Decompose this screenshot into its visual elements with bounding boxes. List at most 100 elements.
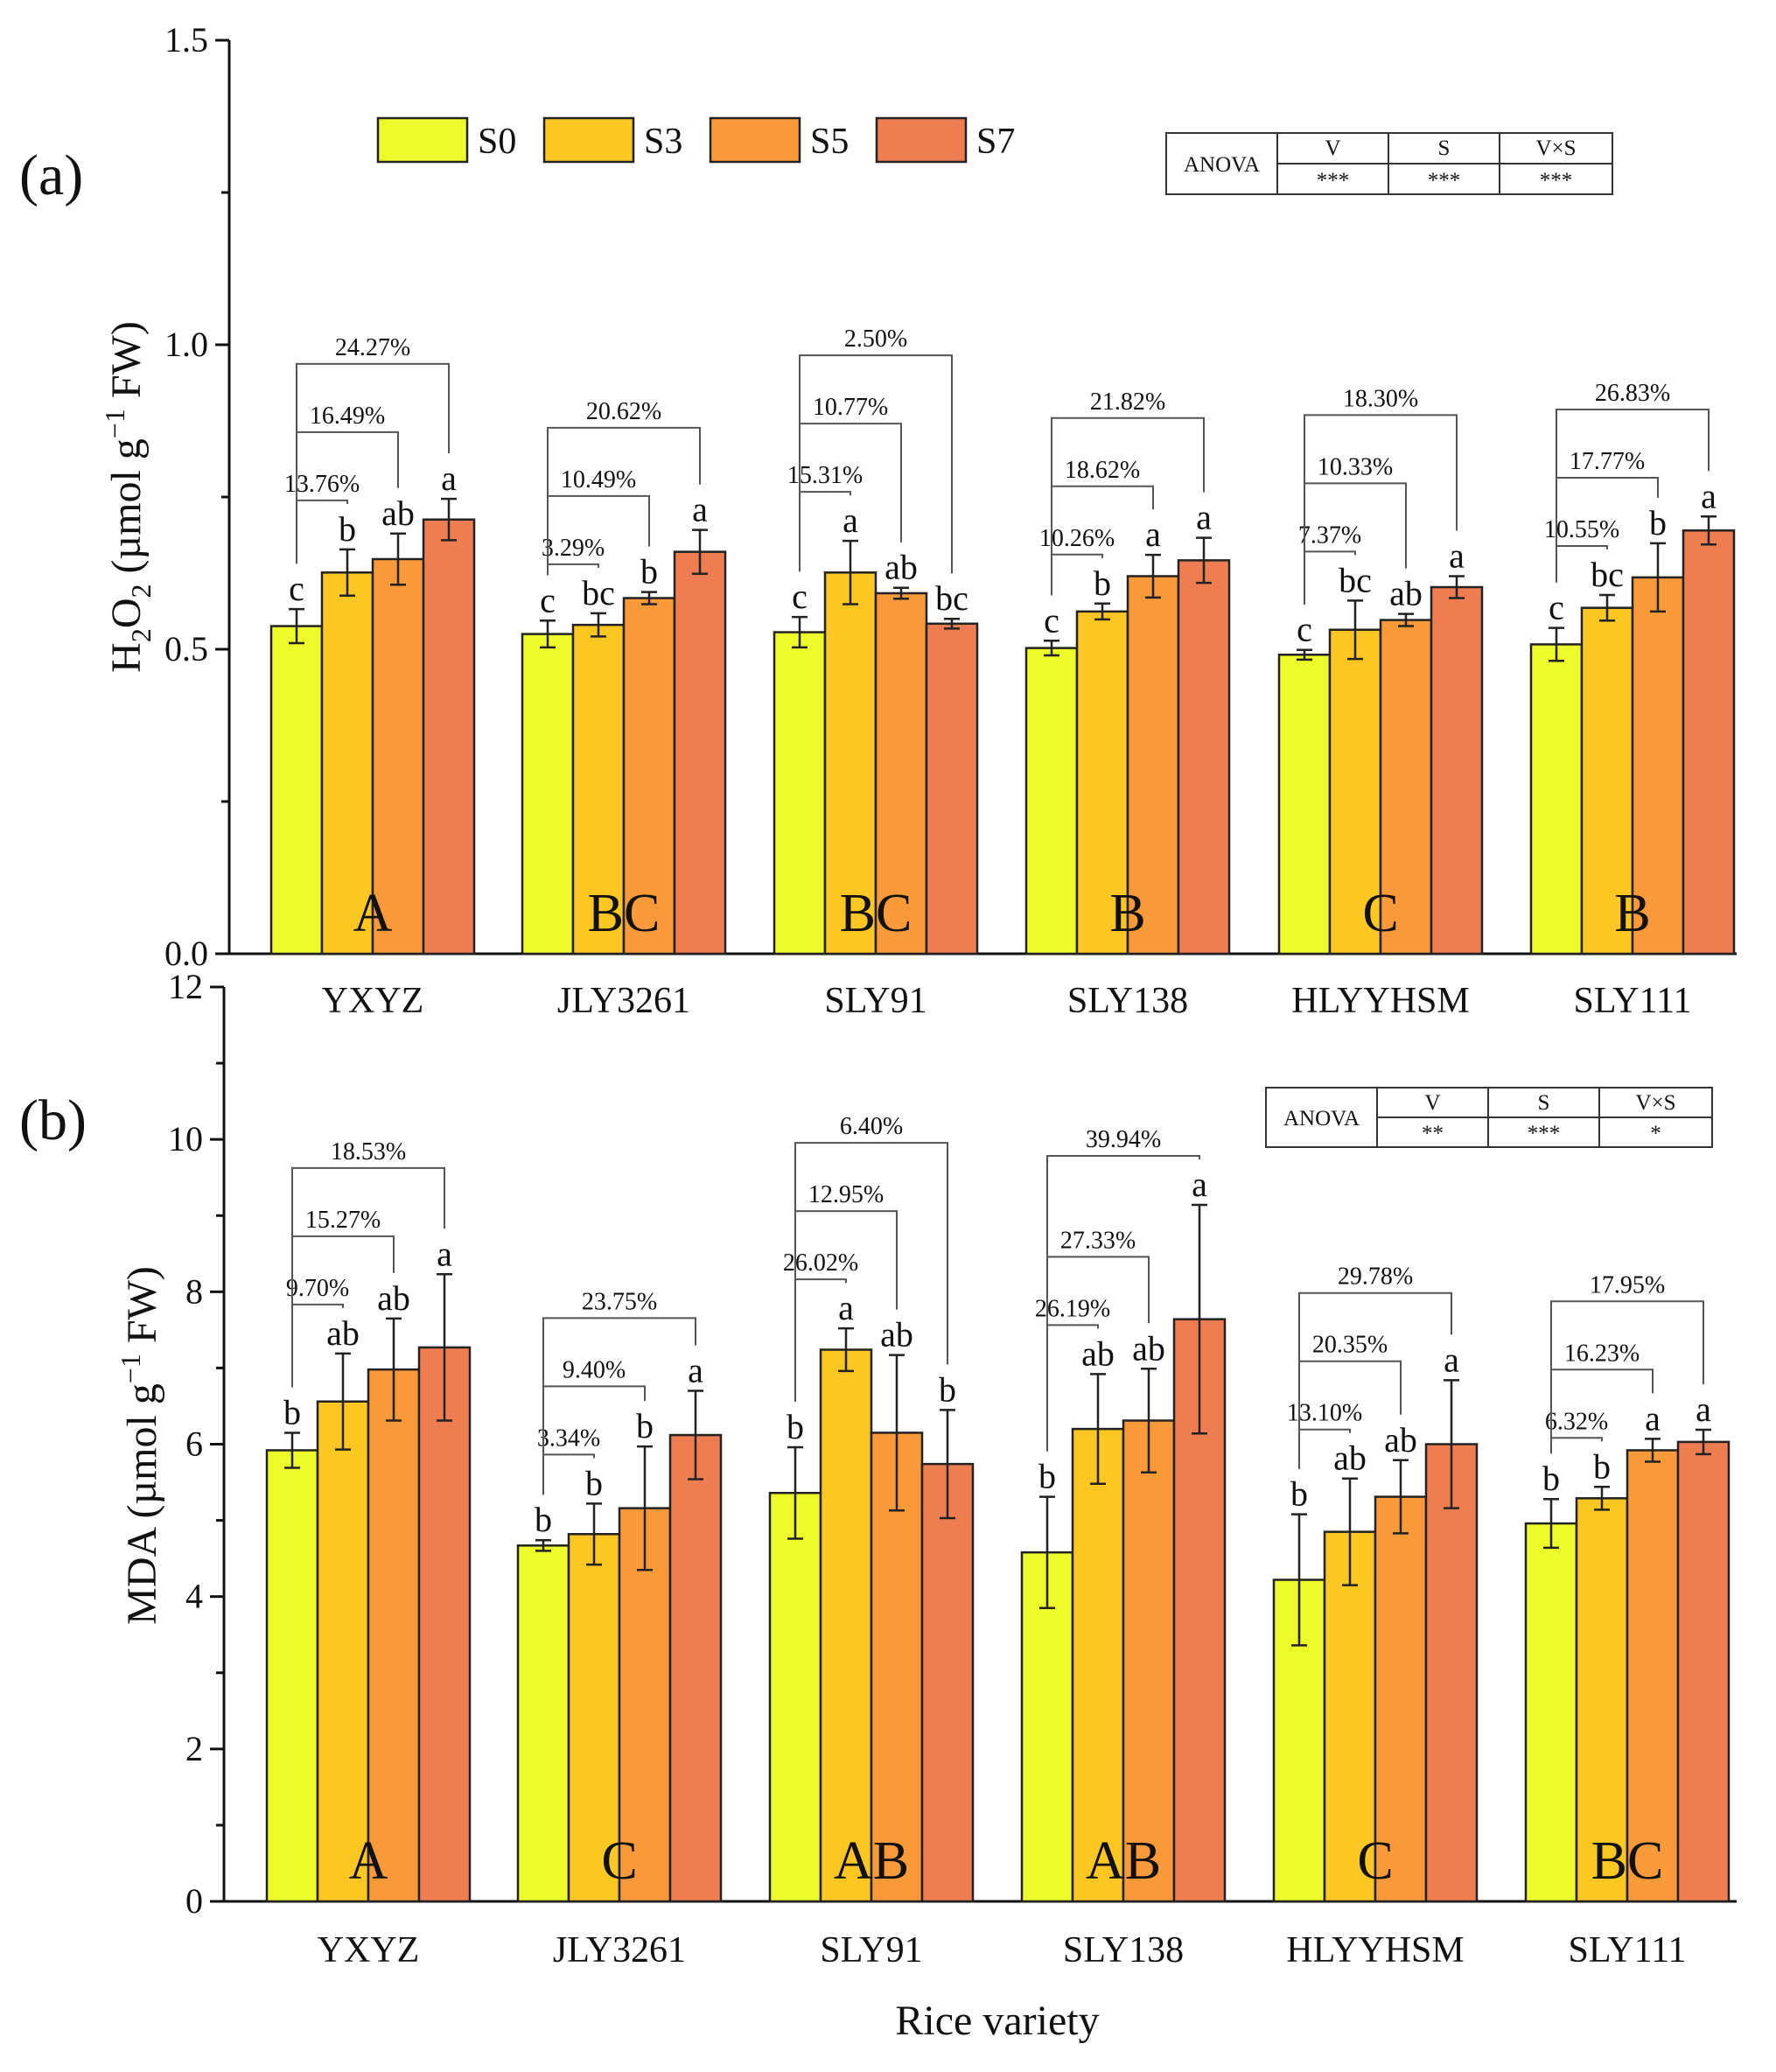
percent-label: 18.53%	[331, 1138, 406, 1166]
bar-S7-SLY111	[1676, 1440, 1731, 1903]
bar-S3-SLY91	[819, 1348, 873, 1903]
significance-letter: a	[1696, 1390, 1711, 1429]
legend-swatch-S3	[542, 116, 635, 164]
comparison-bracket	[291, 1166, 445, 1388]
percent-label: 7.37%	[1298, 522, 1361, 549]
comparison-bracket	[799, 354, 953, 574]
percent-label: 16.49%	[310, 402, 385, 430]
bar-S3-SLY138	[1075, 610, 1129, 956]
significance-letter: a	[1449, 536, 1465, 575]
percent-label: 13.76%	[284, 471, 360, 498]
bar-S7-SLY91	[925, 622, 979, 956]
anova-value: ***	[1540, 169, 1573, 192]
bar-S7-HLYYHSM	[1430, 585, 1484, 956]
panel-a: (a) H2O2 (µmol g−1 FW) 0.00.51.01.5cb aba…	[19, 20, 1737, 1021]
bar-S5-HLYYHSM	[1374, 1495, 1428, 1903]
legend-label-S3: S3	[644, 122, 682, 162]
significance-letter: b	[535, 1500, 552, 1539]
x-tick-label: HLYYHSM	[1291, 981, 1469, 1021]
group-letter: C	[1357, 1831, 1393, 1891]
percent-label: 23.75%	[582, 1288, 657, 1315]
anova-header: S	[1438, 136, 1451, 160]
anova-table-b: ANOVA V ** S *** V×S *	[1265, 1087, 1713, 1148]
bar-S7-SLY138	[1177, 559, 1231, 956]
percent-label: 17.95%	[1590, 1271, 1665, 1298]
legend-label-S5: S5	[810, 122, 849, 162]
comparison-bracket	[1298, 1292, 1452, 1469]
significance-letter: a	[688, 1351, 703, 1390]
bar-S0-SLY138	[1024, 647, 1079, 956]
plot-area-b: 024681012bababaAYXYZ9.70%15.27%18.53%bbb…	[168, 967, 1731, 1970]
comparison-bracket	[794, 1142, 948, 1402]
significance-letter: c	[1549, 588, 1564, 627]
significance-letter: ab	[1389, 574, 1423, 613]
anova-header: S	[1538, 1091, 1550, 1115]
significance-letter: a	[1701, 476, 1717, 515]
bar-S3-SLY138	[1071, 1427, 1125, 1903]
group-letter: BC	[1591, 1831, 1664, 1891]
significance-letter: b	[636, 1406, 654, 1446]
percent-label: 13.10%	[1287, 1400, 1362, 1427]
percent-label: 10.77%	[813, 394, 888, 421]
significance-letter: c	[289, 569, 304, 608]
panel-b: (b) MDA (µmol g−1 FW) 024681012bababaAYX…	[19, 967, 1737, 2044]
bar-S5-YXYZ	[367, 1368, 421, 1903]
bar-S5-SLY138	[1122, 1419, 1176, 1903]
significance-letter: a	[1145, 514, 1161, 554]
significance-letter: b	[283, 1392, 301, 1432]
comparison-bracket	[296, 362, 450, 564]
significance-letter: bc	[935, 578, 968, 618]
x-tick-label: YXYZ	[318, 1930, 420, 1970]
anova-value: *	[1650, 1122, 1661, 1145]
significance-letter: b	[585, 1463, 603, 1502]
plot-area-a: 0.00.51.01.5cb abaAYXYZ13.76%16.49%24.27%…	[164, 20, 1736, 1021]
significance-letter: ab	[377, 1278, 410, 1318]
significance-letter: bc	[1339, 560, 1372, 599]
significance-letter: ab	[326, 1313, 360, 1353]
bar-S3-HLYYHSM	[1323, 1530, 1377, 1903]
comparison-bracket	[1550, 1300, 1704, 1454]
y-tick-label: 8	[185, 1271, 203, 1311]
bar-S5-SLY111	[1626, 1449, 1680, 1903]
percent-label: 10.33%	[1318, 453, 1393, 480]
significance-letter: b	[1038, 1457, 1056, 1496]
significance-letter: a	[441, 458, 457, 498]
legend-swatch-S7	[875, 116, 968, 164]
group-letter: AB	[834, 1831, 909, 1891]
percent-label: 20.62%	[586, 398, 661, 425]
legend: S0 S3 S5 S7	[376, 116, 1015, 164]
y-tick-label: 12	[168, 967, 203, 1006]
significance-letter: ab	[885, 548, 918, 587]
bar-S5-JLY3261	[622, 597, 676, 956]
y-axis-title: MDA (µmol g−1 FW)	[115, 1266, 165, 1625]
anova-label: ANOVA	[1184, 153, 1260, 177]
significance-letter: ab	[1384, 1420, 1417, 1460]
group-letter: AB	[1086, 1831, 1161, 1891]
bar-S7-YXYZ	[417, 1346, 472, 1903]
percent-label: 21.82%	[1090, 388, 1165, 416]
x-tick-label: SLY111	[1568, 1930, 1686, 1970]
x-tick-label: HLYYHSM	[1286, 1930, 1464, 1970]
x-axis-label: Rice variety	[895, 1998, 1099, 2044]
significance-letter: a	[838, 1288, 854, 1327]
significance-letter: a	[1192, 1165, 1207, 1204]
y-tick-label: 0.5	[164, 629, 208, 668]
bar-S5-SLY138	[1126, 575, 1180, 956]
significance-letter: b	[1593, 1446, 1611, 1486]
significance-letter: b	[1542, 1459, 1560, 1498]
panel-label-a: (a)	[19, 144, 83, 207]
bar-S7-SLY111	[1682, 529, 1736, 956]
percent-label: 26.83%	[1595, 380, 1670, 407]
y-tick-label: 0	[185, 1881, 203, 1921]
legend-swatch-S0	[376, 116, 469, 164]
significance-letter: c	[792, 577, 808, 616]
significance-letter: ab	[1333, 1438, 1367, 1478]
y-tick-label: 6	[185, 1424, 203, 1464]
legend-label-S0: S0	[478, 122, 516, 162]
comparison-bracket	[1304, 414, 1458, 605]
y-tick-label: 2	[185, 1729, 203, 1768]
significance-letter: ab	[1132, 1328, 1165, 1368]
x-tick-label: SLY111	[1573, 981, 1691, 1021]
anova-value: ***	[1317, 169, 1350, 192]
anova-header: V×S	[1535, 136, 1576, 160]
